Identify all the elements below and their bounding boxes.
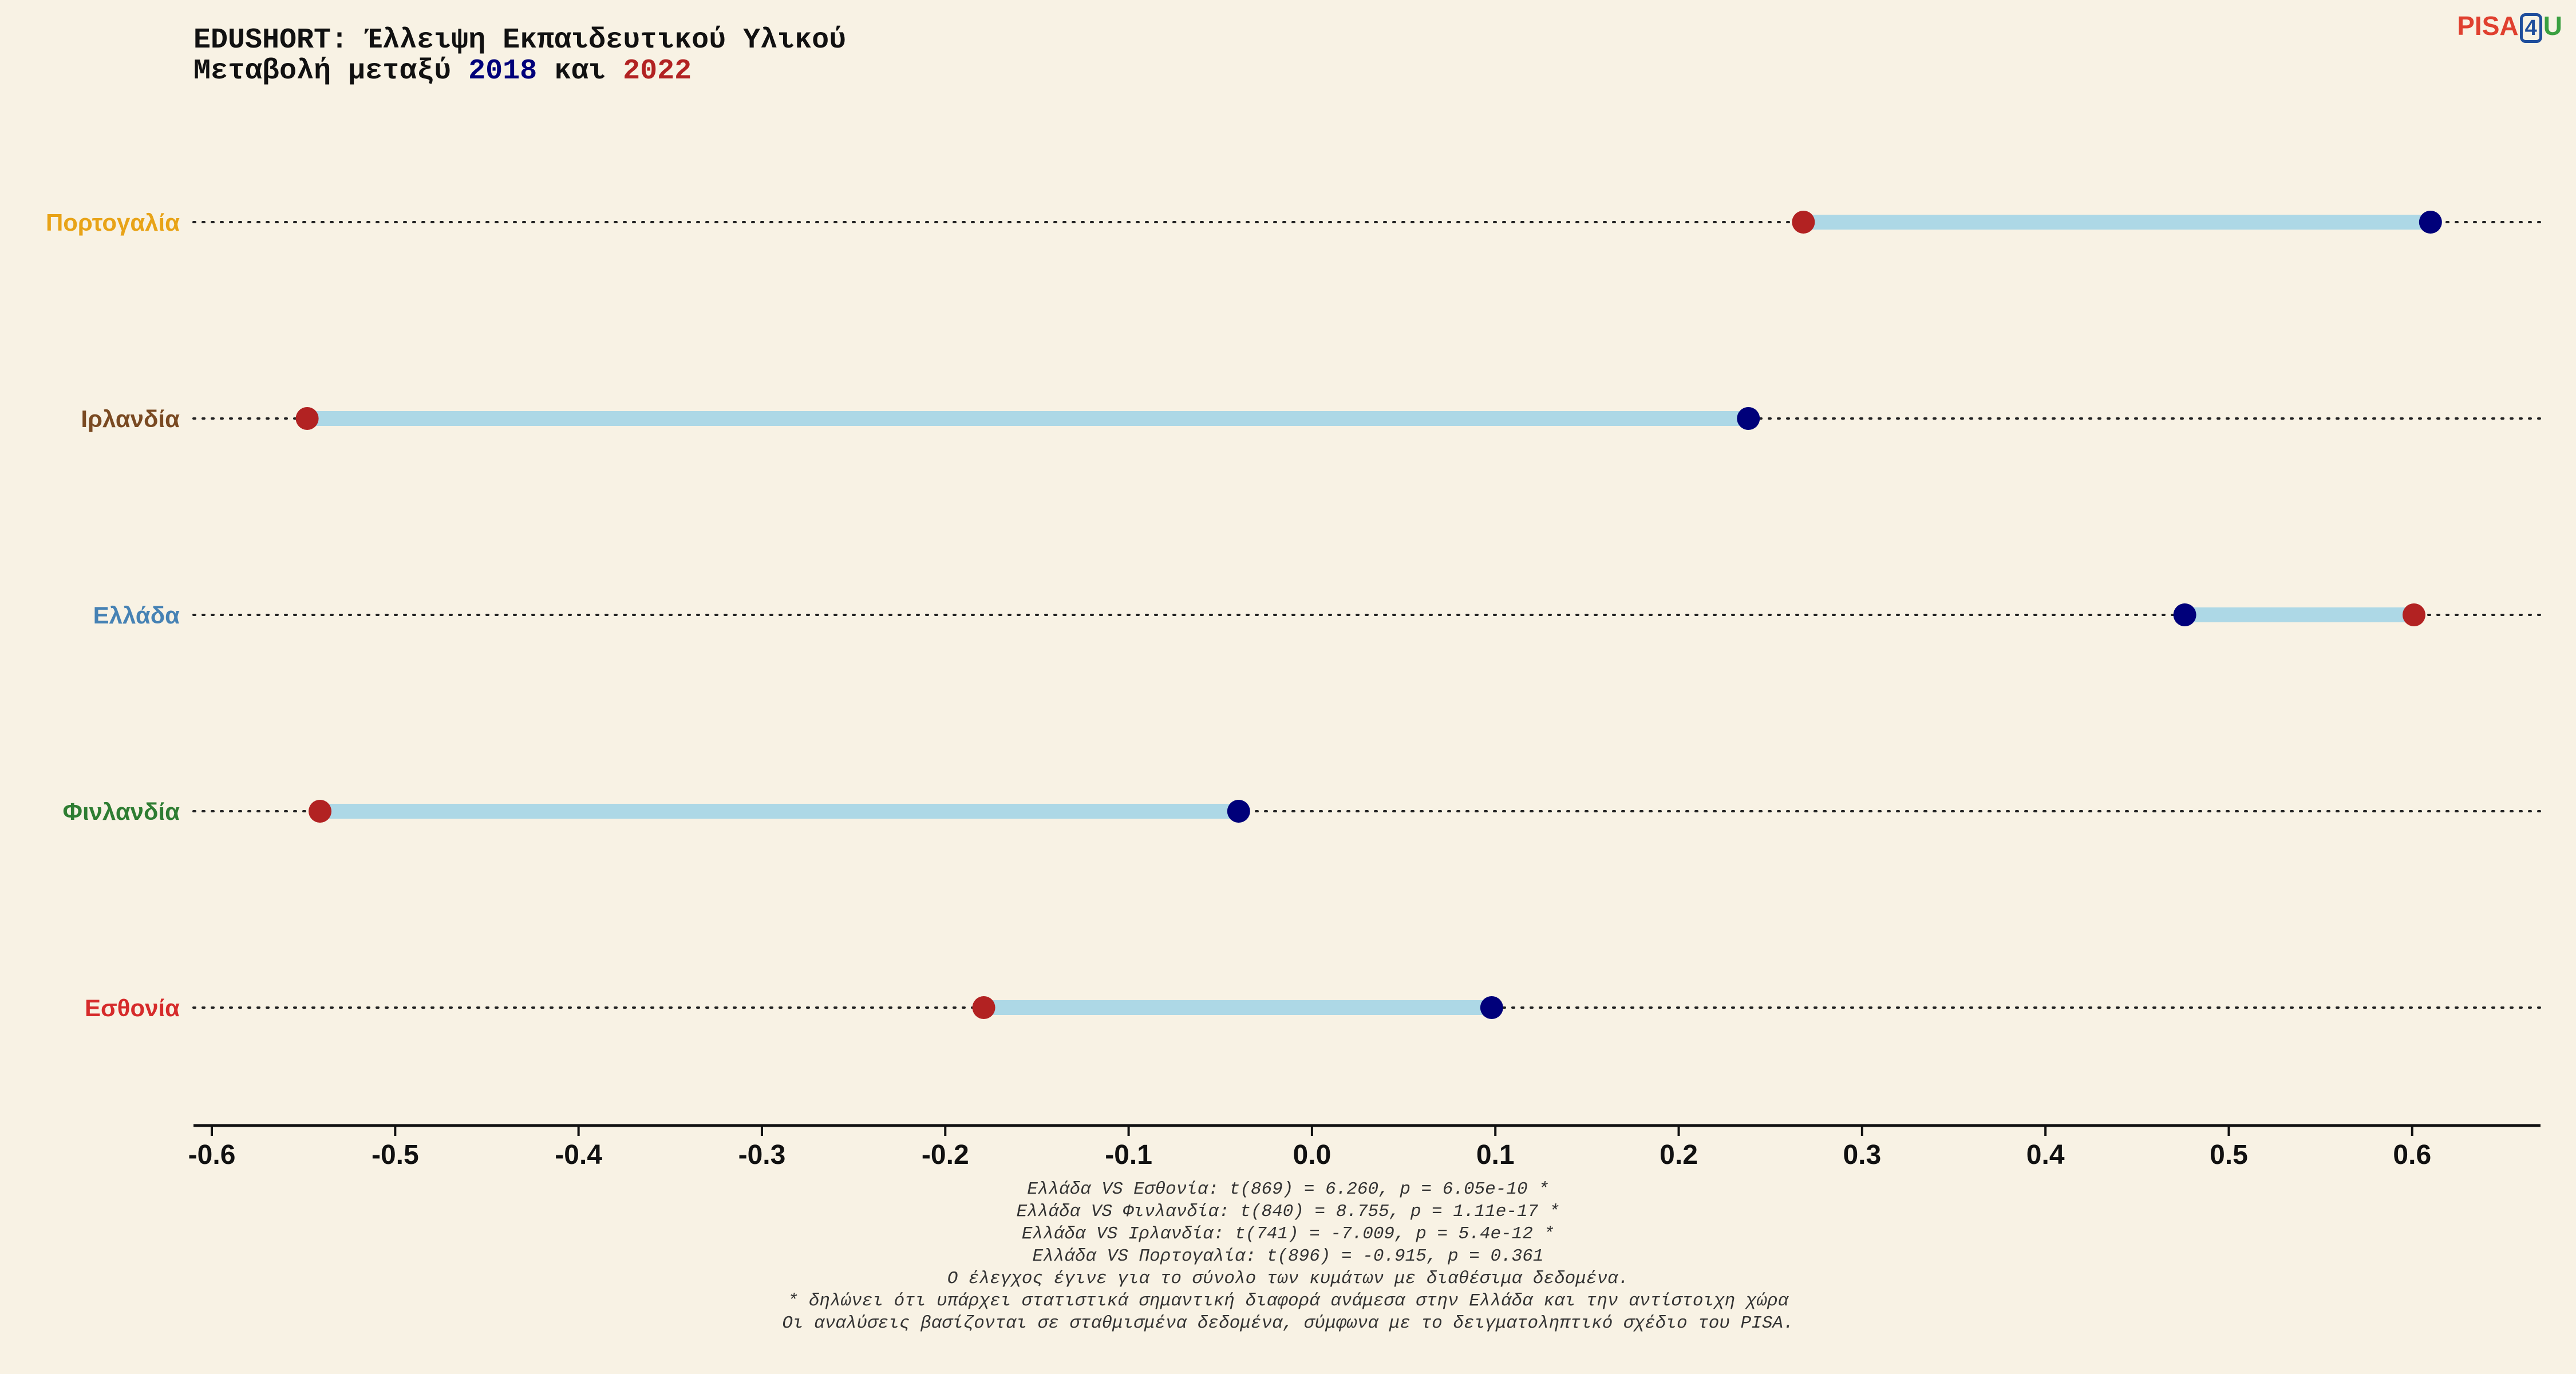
country-label: Εσθονία	[85, 994, 180, 1021]
chart-rows: Πορτογαλία Ιρλανδία Ελλάδα Φινλανδία Εσθονία	[46, 209, 2542, 1021]
logo-part-pisa: PISA	[2457, 11, 2519, 41]
footnotes: Ελλάδα VS Εσθονία: t(869) = 6.260, p = 6…	[0, 1178, 2576, 1334]
x-tick-label: -0.3	[738, 1140, 786, 1170]
x-axis: -0.6 -0.5 -0.4 -0.3 -0.2 -0.1 0.0 0.1 0.2 0.3 0.4 0…	[188, 1124, 2541, 1170]
title-year-2022: 2022	[623, 55, 692, 88]
row-2: Ελλάδα	[93, 602, 2542, 629]
footnote-line: Οι αναλύσεις βασίζονται σε σταθμισμένα δ…	[782, 1313, 1794, 1333]
title-year-2018: 2018	[468, 55, 538, 88]
pisa4u-logo: PISA 4 U	[2457, 10, 2562, 43]
point-2018	[2419, 211, 2442, 234]
point-2022	[309, 800, 332, 823]
x-tick-label: -0.1	[1105, 1140, 1152, 1170]
x-tick-label: -0.6	[188, 1140, 236, 1170]
row-0: Πορτογαλία	[46, 209, 2542, 236]
footnote-line: Ελλάδα VS Ιρλανδία: t(741) = -7.009, p =…	[1021, 1224, 1555, 1244]
x-tick-label: 0.6	[2393, 1140, 2431, 1170]
point-2022	[1792, 211, 1815, 234]
x-tick-label: 0.1	[1476, 1140, 1515, 1170]
point-2022	[972, 996, 995, 1019]
x-tick-label: 0.5	[2210, 1140, 2248, 1170]
title-line-1: EDUSHORT: Έλλειψη Εκπαιδευτικού Υλικού	[193, 24, 847, 57]
country-label: Ιρλανδία	[81, 405, 180, 432]
logo-part-4: 4	[2519, 13, 2542, 43]
title-line-2-mid: και	[537, 55, 623, 88]
country-label: Πορτογαλία	[46, 209, 180, 236]
point-2018	[1227, 800, 1250, 823]
country-label: Ελλάδα	[93, 602, 180, 629]
row-1: Ιρλανδία	[81, 405, 2542, 432]
point-2018	[2173, 603, 2196, 626]
logo-part-u: U	[2543, 11, 2562, 41]
footnote-line: Ελλάδα VS Εσθονία: t(869) = 6.260, p = 6…	[1027, 1179, 1549, 1199]
point-2018	[1480, 996, 1503, 1019]
row-4: Εσθονία	[85, 994, 2542, 1021]
x-tick-label: 0.4	[2026, 1140, 2065, 1170]
x-tick-label: 0.0	[1293, 1140, 1332, 1170]
row-3: Φινλανδία	[63, 798, 2542, 825]
point-2018	[1737, 407, 1760, 430]
x-tick-label: -0.2	[922, 1140, 969, 1170]
footnote-line: * δηλώνει ότι υπάρχει στατιστικά σημαντι…	[787, 1291, 1789, 1311]
x-tick-label: 0.3	[1843, 1140, 1881, 1170]
country-label: Φινλανδία	[63, 798, 180, 825]
title-line-2-prefix: Μεταβολή μεταξύ	[193, 55, 469, 88]
x-tick-label: -0.5	[372, 1140, 419, 1170]
footnote-line: Ελλάδα VS Φινλανδία: t(840) = 8.755, p =…	[1016, 1202, 1560, 1222]
point-2022	[2402, 603, 2425, 626]
chart-title: EDUSHORT: Έλλειψη Εκπαιδευτικού Υλικού Μ…	[193, 25, 846, 87]
x-tick-label: -0.4	[555, 1140, 602, 1170]
title-line-2: Μεταβολή μεταξύ 2018 και 2022	[193, 56, 846, 87]
footnote-line: Ο έλεγχος έγινε για το σύνολο των κυμάτω…	[947, 1269, 1629, 1289]
point-2022	[295, 407, 319, 430]
footnote-line: Ελλάδα VS Πορτογαλία: t(896) = -0.915, p…	[1032, 1246, 1544, 1266]
x-tick-label: 0.2	[1660, 1140, 1698, 1170]
